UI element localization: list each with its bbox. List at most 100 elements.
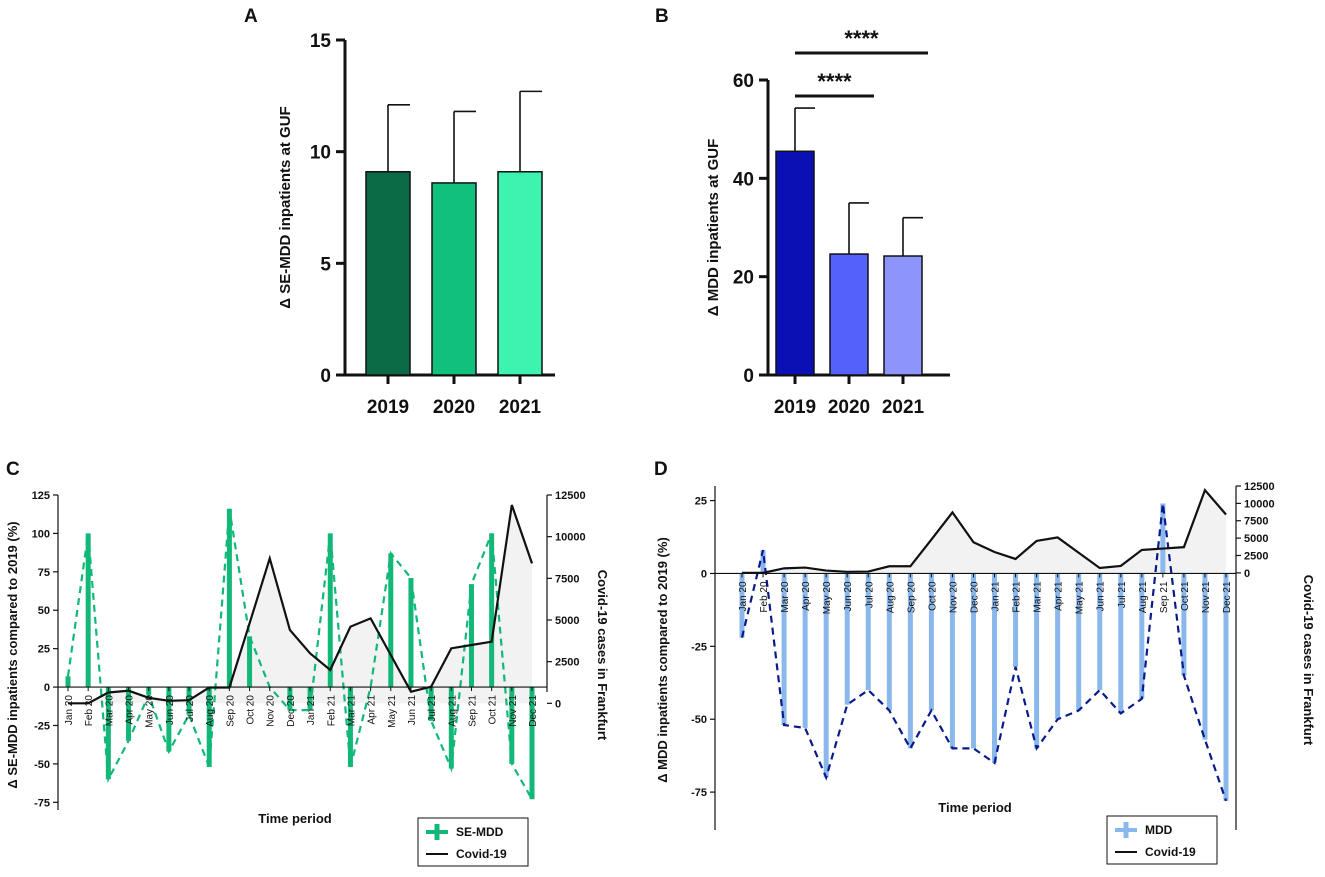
x-tick-label: Sep 21: [1159, 581, 1170, 613]
x-tick-label: Aug 21: [1138, 581, 1149, 613]
x-tick-label: 2019: [774, 397, 816, 418]
panel-label-b: B: [655, 6, 669, 27]
bar-Jun 21: [408, 577, 414, 688]
panel-label-c: C: [6, 459, 20, 480]
bar-Apr 21: [1055, 573, 1061, 720]
x-tick-label: Dec 20: [286, 695, 297, 727]
bar-Sep 21: [1160, 503, 1166, 574]
x-tick-label: Jul 20: [864, 581, 875, 608]
panel-d-chart: 25 0 -25 -50 -75 12500 10000 7500 5000 2500 0 Jan 2…: [655, 481, 1316, 865]
covid-area: [68, 505, 532, 704]
bar-Jan 20: [65, 676, 71, 688]
x-tick-label: Oct 21: [1180, 581, 1191, 611]
bar-2020: [829, 253, 869, 376]
x-axis-label: Time period: [258, 811, 332, 826]
x-tick-label: Apr 21: [367, 695, 378, 725]
bar-Oct 20: [928, 573, 934, 711]
x-tick-label: Feb 21: [326, 695, 337, 727]
bar-Oct 21: [1181, 573, 1187, 676]
x-tick-label: Nov 21: [1201, 581, 1212, 613]
y2-tick-label: 5000: [1244, 533, 1268, 545]
x-tick-label: Mar 21: [1033, 581, 1044, 613]
bar-Sep 21: [468, 584, 474, 688]
y-tick-label: -75: [34, 797, 50, 809]
x-tick-label: Apr 21: [1054, 581, 1065, 611]
y-tick-label: 15: [310, 31, 332, 52]
y-tick-label: -75: [691, 787, 707, 799]
bar-Jun 20: [844, 573, 850, 705]
y2-tick-label: 12500: [555, 490, 586, 502]
bar-Apr 20: [126, 687, 132, 741]
bar-Jun 21: [1097, 573, 1103, 691]
bar-Mar 21: [1034, 573, 1040, 749]
y2-tick-label: 10000: [1244, 498, 1275, 510]
y-tick-label: 100: [32, 528, 50, 540]
y-tick-label: 125: [32, 490, 50, 502]
x-tick-label: Aug 20: [205, 695, 216, 727]
y2-tick-label: 0: [1244, 568, 1250, 580]
y-axis-label: Δ MDD inpatients compared to 2019 (%): [655, 537, 670, 783]
y-tick-label: 5: [320, 254, 331, 275]
y-tick-label: 50: [38, 605, 50, 617]
x-tick-label: Sep 21: [467, 695, 478, 727]
x-tick-label: Jan 21: [991, 581, 1002, 611]
bar-2021: [497, 171, 543, 376]
legend-label: Covid-19: [456, 847, 507, 861]
y2-tick-label: 2500: [1244, 550, 1268, 562]
panel-c-chart: 125 100 75 50 25 0 -25 -50 -75 12500 10000 7500 5000…: [5, 490, 610, 867]
x-tick-label: Jun 21: [1096, 581, 1107, 611]
bar-Jan 21: [307, 687, 313, 711]
bar-Jul 21: [428, 687, 434, 721]
bar-Dec 21: [1223, 573, 1229, 801]
panel-b-chart: 0 20 40 60 2019 2020 2021 Δ MDD inpatients at G…: [705, 26, 950, 418]
bar-Aug 20: [206, 687, 212, 767]
covid-line: [742, 488, 1227, 574]
x-tick-label: Jul 20: [185, 695, 196, 722]
bar-Dec 20: [970, 573, 976, 749]
x-tick-label: Feb 20: [759, 581, 770, 613]
significance-label: ****: [817, 69, 852, 94]
y2-tick-label: 10000: [555, 532, 586, 544]
y2-tick-label: 5000: [555, 615, 579, 627]
y-tick-label: 0: [44, 682, 50, 694]
panel-label-a: A: [244, 6, 258, 27]
x-tick-label: Oct 21: [488, 695, 499, 725]
x-tick-label: Feb 20: [84, 695, 95, 727]
bar-Aug 21: [448, 687, 454, 769]
x-tick-label: Dec 21: [528, 695, 539, 727]
bar-Aug 20: [886, 573, 892, 711]
x-tick-label: Aug 20: [885, 581, 896, 613]
covid-line: [68, 504, 534, 705]
bar-Feb 20: [85, 533, 91, 688]
significance-label: ****: [844, 26, 879, 51]
x-tick-label: Nov 20: [948, 581, 959, 613]
y-tick-label: 0: [743, 366, 754, 387]
bar-Jan 20: [739, 573, 745, 638]
y2-axis-label: Covid-19 cases in Frankfurt: [1301, 575, 1316, 746]
bar-Sep 20: [226, 508, 232, 688]
x-tick-label: Oct 20: [927, 581, 938, 611]
y2-tick-label: 12500: [1244, 481, 1275, 493]
bar-Jan 21: [992, 573, 998, 763]
x-tick-label: Sep 20: [906, 581, 917, 613]
x-tick-label: Jan 20: [738, 581, 749, 611]
bar-Apr 20: [802, 573, 808, 728]
bar-May 21: [1076, 573, 1082, 711]
y-tick-label: -50: [691, 714, 707, 726]
x-tick-label: Aug 21: [447, 695, 458, 727]
bar-Feb 21: [327, 533, 333, 688]
bar-Nov 21: [1202, 573, 1208, 740]
bar-Jun 20: [166, 687, 172, 752]
bar-Nov 20: [949, 573, 955, 749]
x-tick-label: Jan 20: [64, 695, 75, 725]
covid-area: [742, 490, 1226, 573]
bar-2021: [883, 255, 923, 376]
x-tick-label: 2021: [499, 397, 542, 418]
y-tick-label: 20: [733, 268, 754, 289]
y2-tick-label: 2500: [555, 657, 579, 669]
x-tick-label: Feb 21: [1012, 581, 1023, 613]
bar-Feb 20: [760, 550, 766, 574]
x-tick-label: Jun 20: [165, 695, 176, 725]
bar-Feb 21: [1013, 573, 1019, 667]
